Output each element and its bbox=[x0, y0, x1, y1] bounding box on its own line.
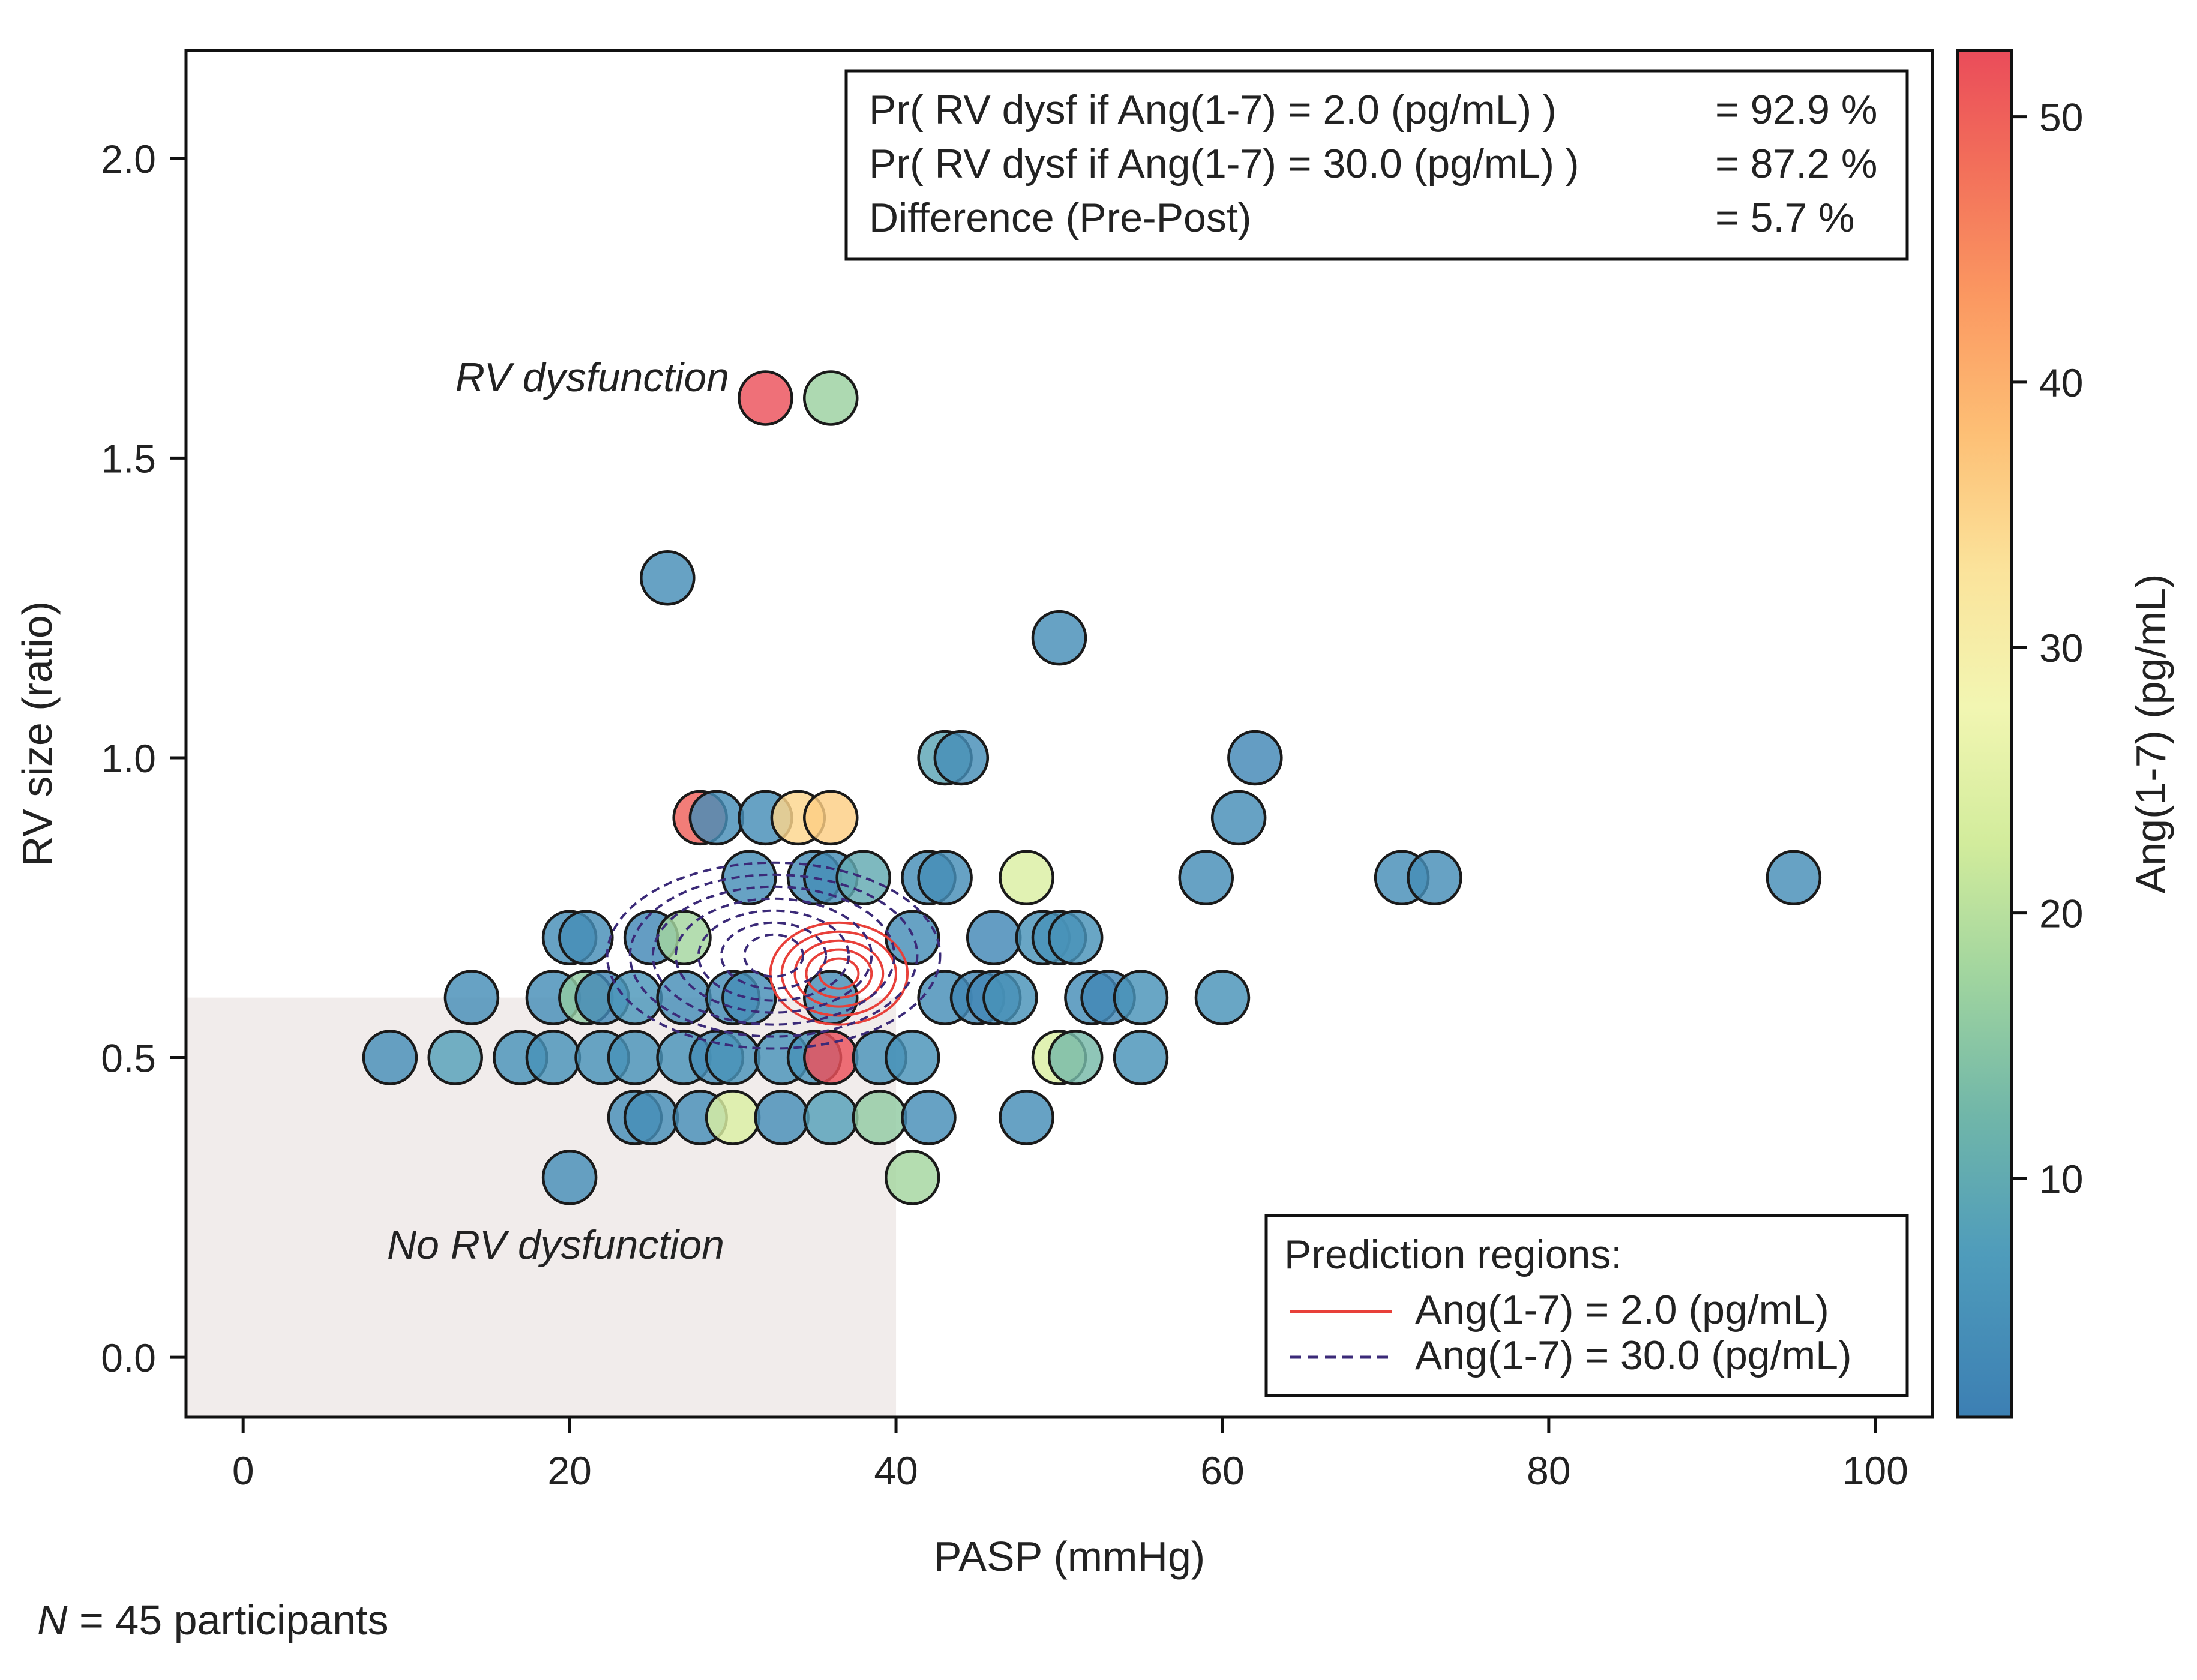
data-point bbox=[705, 1090, 761, 1145]
data-point bbox=[541, 1150, 598, 1205]
x-tick-label: 0 bbox=[232, 1448, 254, 1493]
data-point bbox=[525, 1030, 582, 1085]
data-point bbox=[738, 370, 793, 426]
data-point bbox=[362, 1030, 418, 1085]
rv-dysfunction-annotation: RV dysfunction bbox=[455, 355, 729, 400]
data-point bbox=[721, 970, 777, 1025]
stats-row-label: Pr( RV dysf if Ang(1-7) = 30.0 (pg/mL) ) bbox=[869, 141, 1579, 187]
data-point bbox=[1194, 970, 1251, 1025]
data-point bbox=[917, 850, 973, 906]
legend-entry-label: Ang(1-7) = 2.0 (pg/mL) bbox=[1415, 1287, 1829, 1333]
data-point bbox=[999, 1090, 1054, 1145]
data-point bbox=[1047, 1030, 1104, 1085]
contour-dashed-ring bbox=[628, 873, 919, 1038]
contour-solid-ring bbox=[793, 939, 885, 1008]
colorbar-label: Ang(1-7) (pg/mL) bbox=[2127, 574, 2174, 894]
colorbar-tick-label: 30 bbox=[2039, 626, 2083, 670]
y-tick-label: 1.0 bbox=[101, 736, 156, 781]
legend-title: Prediction regions: bbox=[1284, 1232, 1622, 1277]
data-point bbox=[1407, 850, 1462, 906]
data-point bbox=[754, 1090, 810, 1145]
stats-row-value: = 92.9 % bbox=[1715, 87, 1877, 133]
contour-layer bbox=[606, 861, 942, 1050]
colorbar-tick-label: 50 bbox=[2039, 95, 2083, 140]
contour-dashed-ring bbox=[743, 933, 805, 978]
data-point bbox=[852, 1090, 908, 1145]
legend: Prediction regions: Ang(1-7) = 2.0 (pg/m… bbox=[1264, 1214, 1909, 1397]
stats-row-value: = 5.7 % bbox=[1715, 195, 1855, 241]
legend-entry-label: Ang(1-7) = 30.0 (pg/mL) bbox=[1415, 1333, 1852, 1378]
data-point bbox=[982, 970, 1038, 1025]
contour-solid-ring bbox=[769, 921, 909, 1026]
data-point bbox=[558, 910, 614, 965]
data-point bbox=[933, 730, 990, 786]
data-point bbox=[1210, 790, 1267, 846]
data-point bbox=[1047, 910, 1104, 965]
x-tick-label: 80 bbox=[1527, 1448, 1570, 1493]
data-point bbox=[884, 1030, 940, 1085]
data-point bbox=[966, 910, 1022, 965]
stats-row-label: Difference (Pre-Post) bbox=[869, 195, 1251, 241]
data-point bbox=[427, 1030, 483, 1085]
data-point bbox=[835, 850, 891, 906]
contour-dashed-ring bbox=[720, 921, 828, 990]
y-axis-label: RV size (ratio) bbox=[14, 601, 61, 866]
data-point bbox=[1113, 970, 1169, 1025]
contour-dashed-ring bbox=[697, 909, 850, 1002]
data-point bbox=[688, 790, 745, 846]
data-point bbox=[656, 910, 712, 965]
y-tick-label: 2.0 bbox=[101, 137, 156, 181]
colorbar: 10 20 30 40 50 Ang(1-7) (pg/mL) bbox=[1956, 49, 2174, 1419]
colorbar-ticks: 10 20 30 40 50 bbox=[2012, 95, 2083, 1201]
stats-box: Pr( RV dysf if Ang(1-7) = 2.0 (pg/mL) ) … bbox=[844, 69, 1909, 261]
data-point bbox=[884, 1150, 940, 1205]
contour-solid-ring bbox=[780, 930, 898, 1017]
x-tick-label: 60 bbox=[1200, 1448, 1244, 1493]
colorbar-tick-label: 20 bbox=[2039, 892, 2083, 936]
data-point bbox=[901, 1090, 957, 1145]
footnote-text: = 45 participants bbox=[67, 1597, 389, 1643]
data-point bbox=[721, 850, 777, 906]
footnote: N = 45 participants bbox=[37, 1596, 389, 1644]
colorbar-tick-label: 10 bbox=[2039, 1157, 2083, 1201]
x-axis-label: PASP (mmHg) bbox=[934, 1533, 1205, 1580]
contour-dashed-ring bbox=[674, 897, 873, 1014]
y-tick-label: 0.5 bbox=[101, 1036, 156, 1081]
x-tick-label: 20 bbox=[547, 1448, 591, 1493]
data-point bbox=[1031, 610, 1087, 666]
stats-row-label: Pr( RV dysf if Ang(1-7) = 2.0 (pg/mL) ) bbox=[869, 87, 1557, 133]
data-point bbox=[1178, 850, 1234, 906]
data-point bbox=[705, 1030, 761, 1085]
data-point bbox=[803, 1090, 859, 1145]
plot-frame bbox=[184, 49, 1934, 1419]
contour-dashed-ring bbox=[651, 885, 896, 1026]
no-rv-dysfunction-annotation: No RV dysfunction bbox=[387, 1222, 724, 1268]
data-point bbox=[1766, 850, 1822, 906]
x-axis: 0 20 40 60 80 100 bbox=[232, 1417, 1908, 1493]
x-tick-label: 100 bbox=[1842, 1448, 1908, 1493]
points-layer bbox=[362, 370, 1822, 1205]
stats-row-value: = 87.2 % bbox=[1715, 141, 1877, 187]
x-tick-label: 40 bbox=[874, 1448, 918, 1493]
y-tick-label: 0.0 bbox=[101, 1336, 156, 1380]
data-point bbox=[803, 790, 859, 846]
data-point bbox=[640, 550, 696, 606]
colorbar-tick-label: 40 bbox=[2039, 361, 2083, 405]
data-point bbox=[443, 970, 500, 1025]
data-point bbox=[999, 850, 1054, 906]
colorbar-gradient bbox=[1956, 49, 2013, 1419]
contour-solid-ring bbox=[818, 957, 860, 990]
data-point bbox=[1113, 1030, 1169, 1085]
data-point bbox=[1227, 730, 1283, 786]
data-point bbox=[607, 1030, 663, 1085]
data-point bbox=[623, 1090, 679, 1145]
data-point bbox=[803, 370, 859, 426]
contour-dashed-ring bbox=[606, 861, 942, 1050]
footnote-n-symbol: N bbox=[37, 1597, 68, 1643]
y-axis: 0.0 0.5 1.0 1.5 2.0 bbox=[101, 137, 186, 1380]
y-tick-label: 1.5 bbox=[101, 436, 156, 481]
